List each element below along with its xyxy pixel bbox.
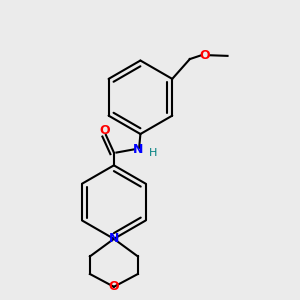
Text: N: N [109, 232, 119, 245]
Text: H: H [149, 148, 158, 158]
Text: O: O [99, 124, 110, 137]
Text: O: O [109, 280, 119, 293]
Text: N: N [133, 143, 143, 156]
Text: O: O [200, 49, 211, 62]
